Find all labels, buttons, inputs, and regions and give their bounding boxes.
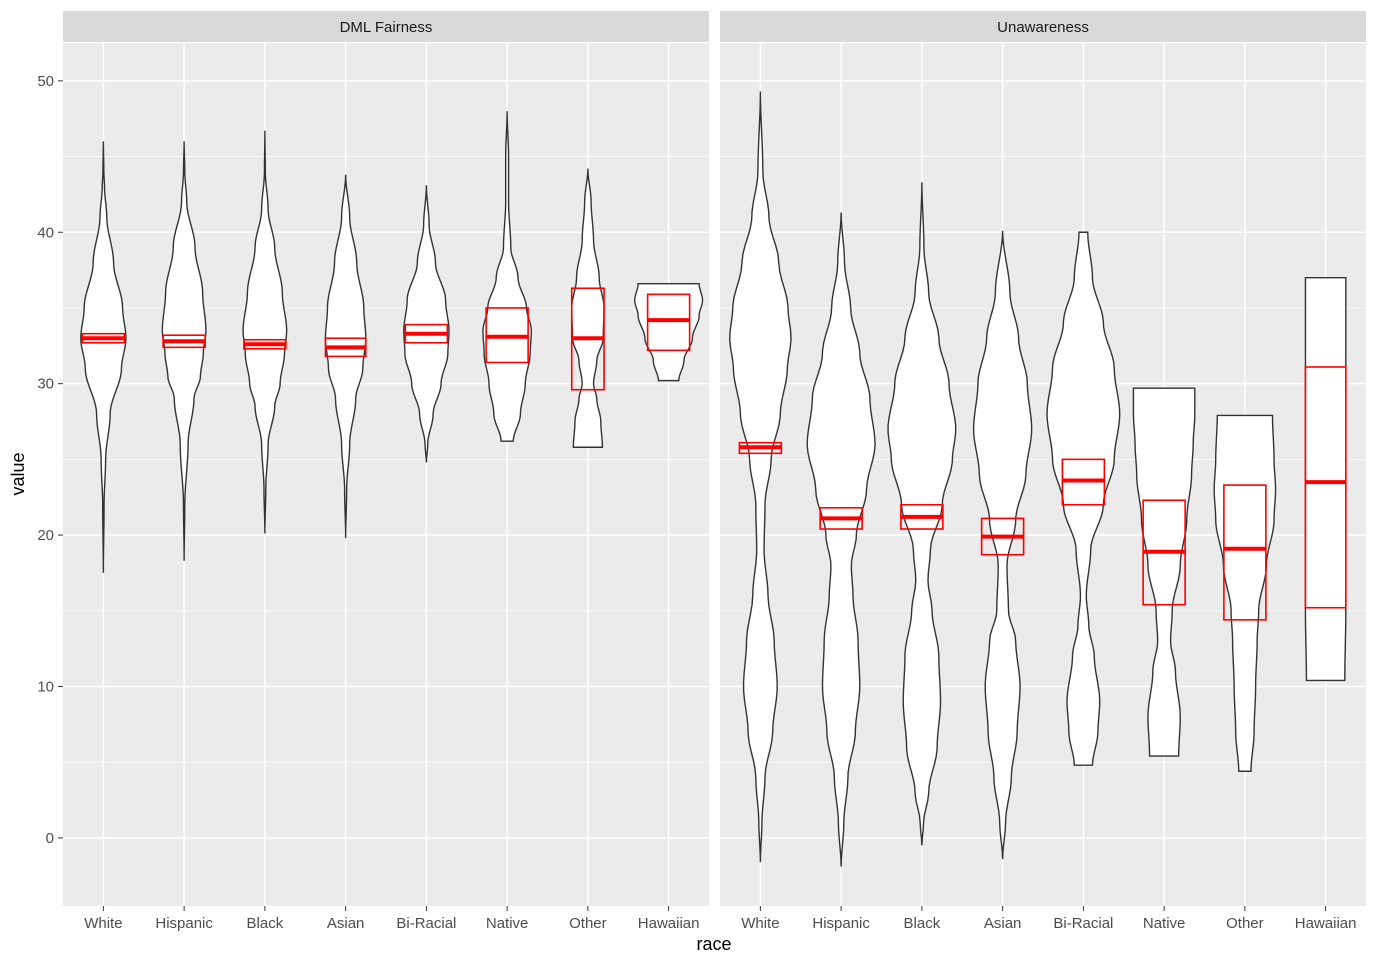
y-tick-label: 0 (46, 830, 54, 847)
violin-hispanic (161, 141, 207, 561)
x-tick-label: Bi-Racial (396, 915, 456, 932)
x-tick-label: Hispanic (812, 915, 870, 932)
summary-box-hawaiian (646, 293, 691, 352)
x-tick-label: Native (1143, 915, 1186, 932)
facet-panel-0: DML Fairness White Hispanic Black Asian Bi-Ra… (63, 11, 709, 932)
y-tick-label: 50 (37, 73, 54, 90)
summary-box-other (1223, 484, 1267, 621)
facet-strip (63, 11, 709, 42)
x-tick-label: Hawaiian (638, 915, 700, 932)
x-tick-label: Bi-Racial (1053, 915, 1113, 932)
x-tick-label: White (84, 915, 122, 932)
x-axis-title: race (696, 934, 731, 954)
facet-strip-label: Unawareness (997, 19, 1089, 36)
x-tick-label: Asian (327, 915, 365, 932)
violin-white (729, 91, 792, 863)
violin-asian (972, 230, 1033, 860)
x-tick-label: White (741, 915, 779, 932)
y-tick-label: 10 (37, 678, 54, 695)
facet-strip (720, 11, 1366, 42)
violin-other (1213, 414, 1277, 772)
x-tick-label: Other (569, 915, 607, 932)
y-tick-label: 20 (37, 527, 54, 544)
facet-panels: DML Fairness White Hispanic Black Asian Bi-Ra… (63, 11, 1366, 932)
y-tick-label: 30 (37, 376, 54, 393)
violin-hispanic (806, 212, 876, 867)
violin-hawaiian (1304, 276, 1347, 682)
violin-black (242, 130, 288, 534)
violin-native (1132, 387, 1196, 757)
violin-native (482, 111, 533, 442)
x-tick-label: Black (247, 915, 284, 932)
violin-black (887, 182, 957, 846)
x-tick-label: Black (904, 915, 941, 932)
x-tick-label: Hispanic (155, 915, 213, 932)
panel-background (63, 43, 709, 906)
y-tick-label: 40 (37, 224, 54, 241)
x-tick-label: Other (1226, 915, 1264, 932)
summary-box-hawaiian (1304, 366, 1347, 609)
x-tick-label: Hawaiian (1295, 915, 1357, 932)
x-tick-label: Native (486, 915, 529, 932)
facet-strip-label: DML Fairness (340, 19, 433, 36)
facet-panel-1: Unawareness White Hispanic Black Asian Bi-Rac… (720, 11, 1366, 932)
y-axis-title: value (8, 452, 28, 495)
violin-bi-racial (1046, 231, 1121, 766)
violin-white (80, 141, 127, 573)
y-axis: 0 10 20 30 40 50 (37, 73, 63, 847)
x-tick-label: Asian (984, 915, 1022, 932)
violin-other (571, 168, 605, 448)
